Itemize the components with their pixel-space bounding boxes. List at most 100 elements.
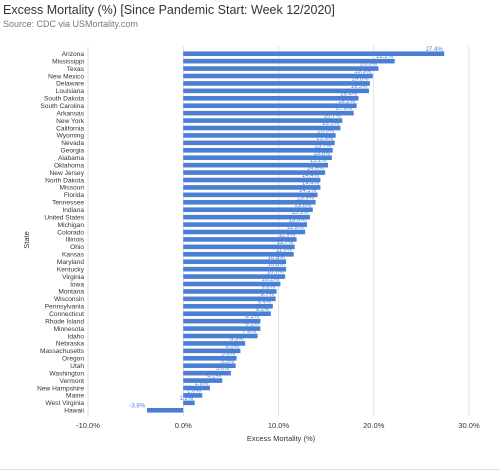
bar — [183, 147, 333, 153]
bar — [183, 303, 273, 309]
bar — [183, 192, 318, 198]
bar — [183, 274, 286, 279]
data-label: 16.7% — [324, 114, 342, 120]
category-label: Wisconsin — [54, 296, 84, 303]
category-label: Minnesota — [54, 326, 85, 333]
category-label: Missouri — [59, 185, 84, 192]
data-label: 13.9% — [297, 195, 315, 201]
category-label: California — [56, 125, 84, 132]
chart-title: Excess Mortality (%) [Since Pandemic Sta… — [3, 3, 335, 17]
x-axis-label: Excess Mortality (%) — [247, 434, 316, 443]
data-label: 13.0% — [289, 218, 307, 224]
category-label: New Hampshire — [37, 385, 84, 392]
category-label: Rhode Island — [45, 318, 84, 325]
data-label: 10.8% — [268, 262, 286, 268]
bar — [183, 155, 332, 161]
category-label: Oregon — [62, 356, 84, 363]
category-label: Connecticut — [49, 311, 84, 318]
data-label: 8.1% — [245, 322, 259, 328]
bar — [183, 378, 223, 383]
x-tick-label: 0.0% — [175, 421, 192, 430]
bar — [183, 370, 231, 376]
data-label: 5.6% — [221, 351, 235, 357]
category-label: New York — [56, 118, 85, 125]
data-label: 9.4% — [258, 299, 272, 305]
bar — [183, 393, 203, 398]
bar — [183, 355, 237, 361]
bar — [183, 385, 210, 391]
bar — [183, 296, 276, 302]
category-label: Hawaii — [64, 408, 84, 415]
category-label: Colorado — [57, 229, 84, 236]
bar — [183, 199, 316, 205]
bar — [183, 237, 297, 242]
data-label: 6.5% — [230, 337, 244, 343]
data-label: 6.0% — [225, 344, 239, 350]
category-label: South Carolina — [40, 103, 84, 110]
bar — [183, 318, 261, 324]
data-label: 7.8% — [242, 329, 256, 335]
category-label: Texas — [67, 66, 85, 73]
data-label: 9.2% — [256, 307, 270, 313]
data-label: 11.6% — [276, 247, 293, 253]
data-label: 14.4% — [302, 181, 320, 187]
bar — [183, 125, 341, 131]
data-label: 11.7% — [277, 240, 294, 246]
category-label: Nevada — [61, 140, 84, 147]
category-label: Maryland — [57, 259, 84, 266]
category-label: Illinois — [66, 237, 85, 244]
bar — [183, 185, 321, 190]
data-label: 4.1% — [207, 374, 221, 380]
bar — [183, 289, 277, 294]
category-label: Maine — [66, 393, 84, 400]
category-label: North Dakota — [45, 177, 84, 184]
category-label: Utah — [70, 363, 84, 370]
bar — [183, 363, 236, 369]
data-label: 5.0% — [216, 366, 230, 372]
data-label: 17.9% — [335, 106, 353, 112]
category-label: Tennessee — [52, 200, 84, 207]
bar — [183, 333, 258, 339]
bar — [183, 207, 313, 213]
data-label: 10.7% — [267, 270, 285, 276]
bar — [183, 81, 370, 86]
bar — [183, 266, 287, 272]
category-label: New Mexico — [48, 73, 84, 80]
bottom-divider — [0, 469, 500, 470]
category-label: Oklahoma — [54, 162, 84, 169]
bar — [183, 341, 246, 346]
data-label: 15.9% — [316, 136, 334, 142]
data-label: 10.2% — [262, 277, 280, 283]
category-label: Michigan — [58, 222, 85, 229]
data-label: 13.3% — [291, 210, 309, 216]
data-label: 9.7% — [260, 292, 274, 298]
bar — [183, 118, 343, 123]
x-tick-label: 30.0% — [458, 421, 480, 430]
category-label: Arizona — [62, 51, 85, 58]
data-label: 27.4% — [426, 47, 444, 53]
data-label: 15.7% — [314, 143, 332, 149]
category-label: Mississippi — [52, 58, 84, 65]
data-label: 5.5% — [220, 359, 234, 365]
category-label: New Jersey — [50, 170, 85, 177]
data-label: 20.5% — [360, 62, 378, 68]
bar — [183, 103, 357, 109]
data-label: 22.2% — [376, 54, 394, 60]
category-label: Washington — [49, 370, 84, 377]
x-tick-labels: -10.0% 0.0% 10.0% 20.0% 30.0% — [76, 421, 480, 430]
chart-subtitle: Source: CDC via USMortality.com — [3, 19, 138, 29]
category-label: Florida — [64, 192, 84, 199]
bar — [183, 73, 373, 79]
category-label: Massachusetts — [40, 348, 85, 355]
data-label: 11.9% — [279, 233, 296, 239]
category-label: Delaware — [56, 81, 84, 88]
bar — [183, 88, 369, 94]
bar — [183, 162, 329, 168]
bar — [183, 281, 281, 287]
bar — [183, 170, 326, 175]
data-label: 15.2% — [310, 158, 328, 164]
data-label: -3.8% — [129, 403, 145, 409]
